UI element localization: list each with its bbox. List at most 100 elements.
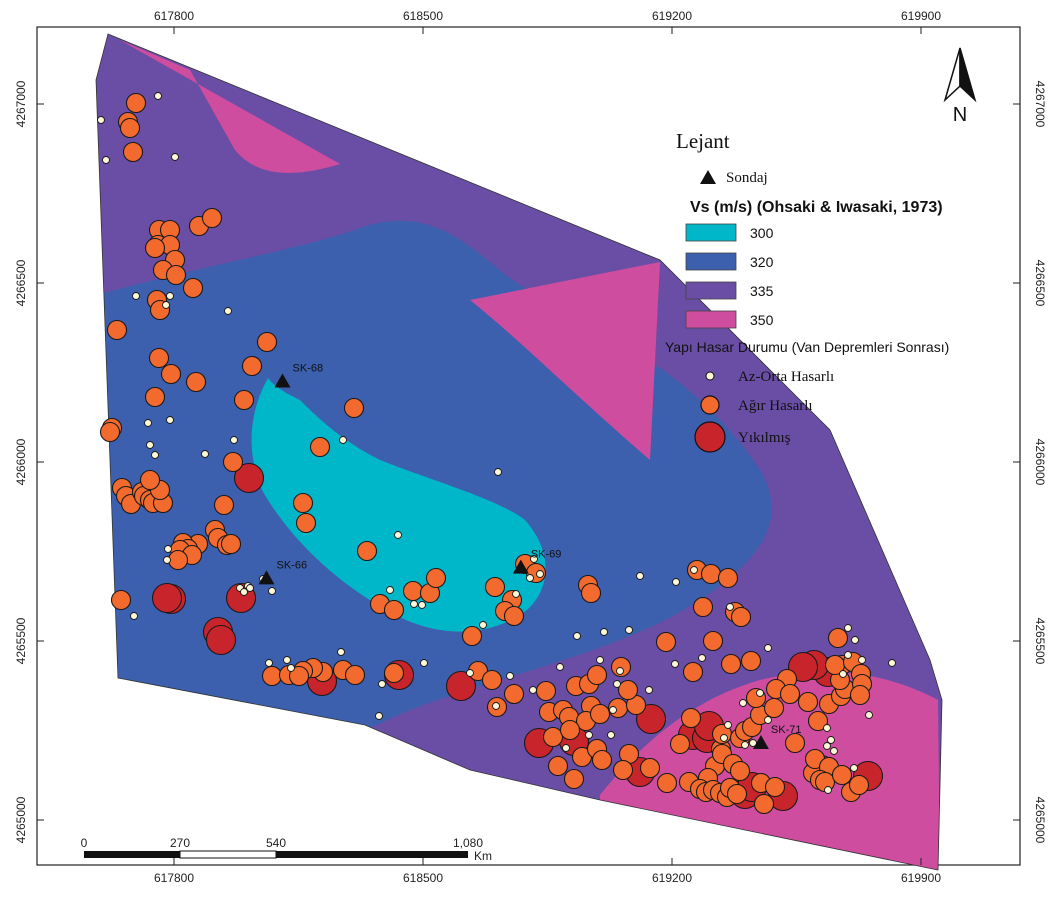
x-tick-label-bottom: 619200 <box>652 871 692 885</box>
heavy-damage-point <box>383 599 405 621</box>
heavy-damage-point <box>106 319 128 341</box>
x-tick-label-top: 619900 <box>901 9 941 23</box>
heavy-damage-point <box>586 664 608 686</box>
scale-label-1080: 1,080 <box>453 836 483 850</box>
heavy-damage-point <box>139 469 161 491</box>
scale-segment-1 <box>84 851 180 858</box>
borehole-label: SK-68 <box>292 362 323 374</box>
y-tick-label-left: 4267000 <box>14 80 28 127</box>
light-damage-point <box>824 786 832 794</box>
light-damage-point <box>690 566 698 574</box>
collapsed-point <box>205 624 237 656</box>
light-damage-point <box>562 744 570 752</box>
heavy-damage-point <box>730 606 752 628</box>
light-damage-point <box>851 636 859 644</box>
light-damage-point <box>240 588 248 596</box>
light-damage-point <box>394 531 402 539</box>
light-damage-point <box>830 747 838 755</box>
heavy-damage-point <box>201 207 223 229</box>
y-tick-label-right: 4265500 <box>1033 618 1047 665</box>
light-damage-point <box>636 572 644 580</box>
legend: Lejant Sondaj Vs (m/s) (Ohsaki & Iwasaki… <box>665 129 949 453</box>
heavy-damage-point <box>461 625 483 647</box>
heavy-damage-point <box>729 760 751 782</box>
light-damage-point <box>698 654 706 662</box>
light-damage-point <box>756 689 764 697</box>
heavy-damage-point <box>827 627 849 649</box>
y-tick-label-right: 4265000 <box>1033 797 1047 844</box>
borehole-legend-label: Sondaj <box>726 170 768 186</box>
light-damage-point <box>492 702 500 710</box>
borehole-legend-icon <box>700 170 716 184</box>
light-damage-point <box>827 736 835 744</box>
light-damage-point <box>287 664 295 672</box>
heavy-damage-point <box>222 451 244 473</box>
light-damage-point <box>166 292 174 300</box>
scale-label-540: 540 <box>266 836 286 850</box>
x-tick-label-top: 618500 <box>403 9 443 23</box>
heavy-damage-point <box>779 683 801 705</box>
vs-class-swatch-300 <box>685 223 737 242</box>
heavy-damage-point <box>559 719 581 741</box>
heavy-damage-point <box>740 650 762 672</box>
heavy-damage-point <box>763 697 785 719</box>
heavy-damage-point <box>144 386 166 408</box>
heavy-damage-point <box>831 764 853 786</box>
heavy-damage-point <box>764 776 786 798</box>
light-damage-point <box>268 587 276 595</box>
y-tick-label-left: 4266500 <box>14 259 28 306</box>
heavy-damage-point <box>702 630 724 652</box>
vs-legend-classes: 300 320 335 350 <box>685 223 774 329</box>
heavy-damage-point <box>680 707 702 729</box>
heavy-damage-point <box>639 757 661 779</box>
light-damage-point <box>764 644 772 652</box>
light-damage-point <box>672 578 680 586</box>
light-damage-point <box>146 441 154 449</box>
heavy-damage-point <box>309 436 331 458</box>
heavy-damage-point <box>292 492 314 514</box>
light-damage-point <box>858 656 866 664</box>
collapsed-legend-label: Yıkılmış <box>738 430 791 446</box>
light-damage-point <box>536 570 544 578</box>
damage-legend-title: Yapı Hasar Durumu (Van Depremleri Sonras… <box>665 339 949 355</box>
coordinate-ticks: 617800 617800 618500 618500 619200 619200 6199… <box>14 9 1047 885</box>
light-damage-point <box>596 656 604 664</box>
light-damage-point <box>844 651 852 659</box>
light-damage-point <box>526 574 534 582</box>
light-damage-point <box>888 659 896 667</box>
light-damage-point <box>625 626 633 634</box>
heavy-damage-legend-label: Ağır Hasarlı <box>738 398 813 414</box>
light-damage-point <box>378 680 386 688</box>
borehole-marker <box>512 559 529 574</box>
heavy-damage-point <box>807 710 829 732</box>
light-damage-point <box>506 672 514 680</box>
light-damage-point <box>512 590 520 598</box>
heavy-damage-point <box>589 703 611 725</box>
heavy-damage-point <box>288 665 310 687</box>
heavy-damage-point <box>547 755 569 777</box>
light-damage-point <box>420 659 428 667</box>
light-damage-point <box>466 669 474 677</box>
light-damage-point <box>97 116 105 124</box>
heavy-damage-point <box>295 512 317 534</box>
light-damage-point <box>163 556 171 564</box>
vs-class-label-320: 320 <box>750 254 774 270</box>
y-tick-label-left: 4265500 <box>14 617 28 664</box>
zone-350-north <box>120 40 340 173</box>
light-damage-point <box>645 686 653 694</box>
light-damage-point <box>494 468 502 476</box>
light-damage-point <box>844 624 852 632</box>
scale-unit: Km <box>474 849 492 863</box>
vs-class-label-335: 335 <box>750 283 774 299</box>
vs-legend-title: Vs (m/s) (Ohsaki & Iwasaki, 1973) <box>690 199 943 216</box>
vs-class-label-300: 300 <box>750 225 774 241</box>
light-damage-point <box>726 603 734 611</box>
light-damage-point <box>530 555 538 563</box>
light-damage-point <box>337 648 345 656</box>
light-damage-point <box>201 450 209 458</box>
heavy-damage-point <box>849 684 871 706</box>
y-tick-label-right: 4266500 <box>1033 260 1047 307</box>
light-damage-point <box>573 632 581 640</box>
legend-title: Lejant <box>676 129 730 153</box>
